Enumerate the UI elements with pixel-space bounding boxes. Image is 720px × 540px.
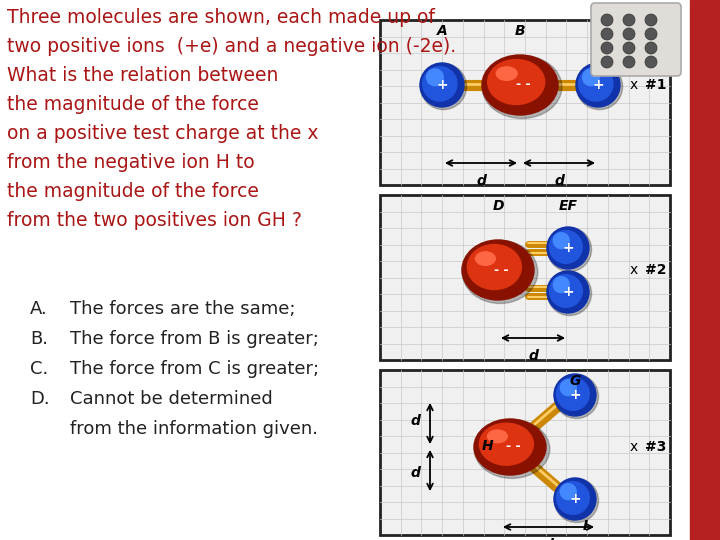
Text: #3: #3	[645, 440, 667, 454]
Text: the magnitude of the force: the magnitude of the force	[7, 95, 259, 114]
Ellipse shape	[480, 423, 534, 465]
Circle shape	[554, 478, 596, 520]
Circle shape	[645, 42, 657, 54]
Text: - -: - -	[516, 78, 531, 91]
Text: B.: B.	[30, 330, 48, 348]
Circle shape	[623, 56, 635, 68]
Circle shape	[557, 377, 589, 410]
Circle shape	[426, 69, 444, 86]
Text: +: +	[436, 78, 448, 92]
Text: d: d	[476, 174, 486, 188]
Text: C.: C.	[30, 360, 48, 378]
Text: on a positive test charge at the x: on a positive test charge at the x	[7, 124, 318, 143]
Text: d: d	[554, 174, 564, 188]
Text: EF: EF	[559, 199, 577, 213]
Circle shape	[560, 484, 576, 500]
Ellipse shape	[496, 67, 517, 80]
Text: d: d	[410, 414, 420, 428]
Text: #1: #1	[645, 78, 667, 92]
Ellipse shape	[467, 245, 521, 289]
Text: from the information given.: from the information given.	[70, 420, 318, 438]
Circle shape	[423, 67, 457, 101]
Text: D.: D.	[30, 390, 50, 408]
Circle shape	[560, 380, 576, 396]
Circle shape	[645, 14, 657, 26]
Ellipse shape	[487, 59, 545, 105]
Text: The forces are the same;: The forces are the same;	[70, 300, 295, 318]
Text: +: +	[570, 492, 581, 506]
FancyBboxPatch shape	[591, 3, 681, 76]
Ellipse shape	[475, 252, 495, 265]
Text: - -: - -	[494, 264, 508, 276]
Text: I: I	[582, 519, 588, 533]
Text: B: B	[515, 24, 526, 38]
Circle shape	[553, 233, 570, 248]
Text: +: +	[592, 78, 604, 92]
Bar	[380, 195, 670, 360]
Ellipse shape	[474, 420, 550, 478]
Text: x: x	[630, 440, 638, 454]
Circle shape	[553, 276, 570, 293]
Text: the magnitude of the force: the magnitude of the force	[7, 182, 259, 201]
Text: Cannot be determined: Cannot be determined	[70, 390, 273, 408]
Text: What is the relation between: What is the relation between	[7, 66, 279, 85]
Circle shape	[623, 42, 635, 54]
Text: x: x	[630, 78, 638, 92]
Text: +: +	[562, 241, 574, 255]
Text: D: D	[492, 199, 504, 213]
Circle shape	[601, 14, 613, 26]
Ellipse shape	[474, 419, 546, 475]
Text: +: +	[562, 285, 574, 299]
Text: The force from B is greater;: The force from B is greater;	[70, 330, 319, 348]
Circle shape	[557, 482, 589, 514]
Circle shape	[420, 63, 467, 110]
Text: A.: A.	[30, 300, 48, 318]
Ellipse shape	[482, 56, 562, 118]
Text: d: d	[544, 538, 554, 540]
Ellipse shape	[462, 240, 534, 300]
Text: G: G	[570, 374, 581, 388]
Circle shape	[554, 374, 596, 416]
Text: C: C	[593, 24, 603, 38]
Circle shape	[547, 271, 589, 313]
Text: H: H	[482, 439, 494, 453]
Ellipse shape	[487, 430, 508, 443]
Circle shape	[547, 227, 589, 269]
Text: d: d	[528, 349, 538, 363]
Text: from the negative ion H to: from the negative ion H to	[7, 153, 255, 172]
Circle shape	[645, 28, 657, 40]
Bar	[380, 370, 670, 535]
Ellipse shape	[482, 55, 558, 115]
Circle shape	[645, 56, 657, 68]
Circle shape	[623, 14, 635, 26]
Text: The force from C is greater;: The force from C is greater;	[70, 360, 319, 378]
Text: - -: - -	[505, 441, 520, 454]
Circle shape	[582, 69, 599, 86]
Circle shape	[549, 231, 582, 264]
Circle shape	[554, 374, 598, 418]
Ellipse shape	[462, 240, 538, 303]
Text: two positive ions  (+e) and a negative ion (-2e).: two positive ions (+e) and a negative io…	[7, 37, 456, 56]
Text: #2: #2	[645, 263, 667, 277]
Circle shape	[547, 227, 592, 272]
Circle shape	[623, 28, 635, 40]
Circle shape	[601, 42, 613, 54]
Text: Three molecules are shown, each made up of: Three molecules are shown, each made up …	[7, 8, 435, 27]
Circle shape	[579, 67, 613, 101]
Circle shape	[547, 272, 592, 315]
Text: from the two positives ion GH ?: from the two positives ion GH ?	[7, 211, 302, 230]
Circle shape	[601, 28, 613, 40]
Circle shape	[577, 63, 623, 110]
Text: +: +	[570, 388, 581, 402]
Circle shape	[549, 274, 582, 307]
Bar	[690, 0, 720, 540]
Circle shape	[576, 63, 620, 107]
Circle shape	[601, 56, 613, 68]
Text: A: A	[436, 24, 447, 38]
Circle shape	[554, 478, 598, 523]
Circle shape	[420, 63, 464, 107]
Text: x: x	[630, 263, 638, 277]
Bar	[380, 20, 670, 185]
Text: d: d	[410, 466, 420, 480]
